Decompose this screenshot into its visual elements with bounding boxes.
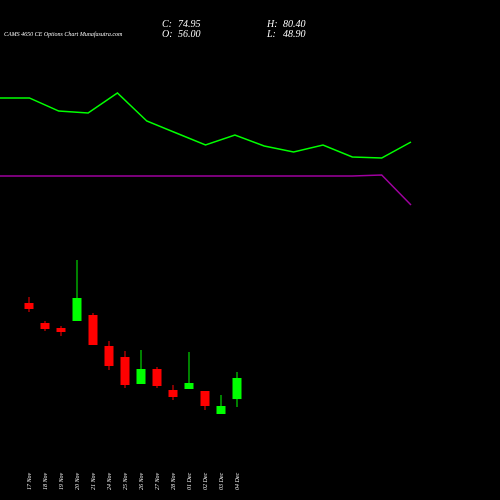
- header-label: L:: [266, 29, 276, 40]
- x-tick-label: 17 Nov: [27, 472, 33, 490]
- candle-body: [24, 303, 34, 309]
- candle-body: [88, 315, 98, 345]
- candle-body: [72, 298, 82, 321]
- header-label: O:: [162, 29, 173, 40]
- x-tick-label: 04 Dec: [234, 473, 241, 490]
- candle-body: [168, 390, 178, 397]
- x-tick-label: 25 Nov: [123, 472, 129, 490]
- candle-body: [40, 323, 50, 329]
- x-tick-label: 03 Dec: [219, 473, 225, 490]
- x-tick-label: 27 Nov: [155, 472, 161, 490]
- header-value: 80.40: [283, 19, 306, 30]
- candle-body: [232, 378, 242, 400]
- candle-body: [200, 391, 210, 406]
- x-tick-label: 01 Dec: [187, 473, 193, 490]
- header-label: C:: [162, 19, 172, 30]
- x-tick-label: 26 Nov: [139, 472, 145, 490]
- indicator-line: [0, 174, 412, 206]
- x-tick-label: 21 Nov: [91, 472, 97, 490]
- candle-body: [120, 357, 130, 385]
- chart-title: CAMS 4650 CE Options Chart Munafasutra.c…: [4, 31, 123, 38]
- candle-body: [136, 369, 146, 384]
- candle-body: [184, 383, 194, 389]
- x-tick-label: 20 Nov: [75, 472, 81, 490]
- x-tick-label: 02 Dec: [203, 473, 209, 490]
- header-value: 48.90: [283, 29, 306, 40]
- header-value: 56.00: [178, 29, 201, 40]
- header-label: H:: [266, 19, 278, 30]
- x-tick-label: 19 Nov: [59, 472, 65, 490]
- x-tick-label: 24 Nov: [106, 472, 113, 490]
- x-tick-label: 28 Nov: [171, 472, 177, 490]
- header-value: 74.95: [178, 19, 201, 30]
- indicator-line: [0, 92, 412, 159]
- candle-body: [104, 346, 114, 366]
- candle-body: [152, 369, 162, 386]
- x-tick-label: 18 Nov: [43, 472, 49, 490]
- candle-body: [216, 406, 226, 414]
- candle-body: [56, 328, 66, 332]
